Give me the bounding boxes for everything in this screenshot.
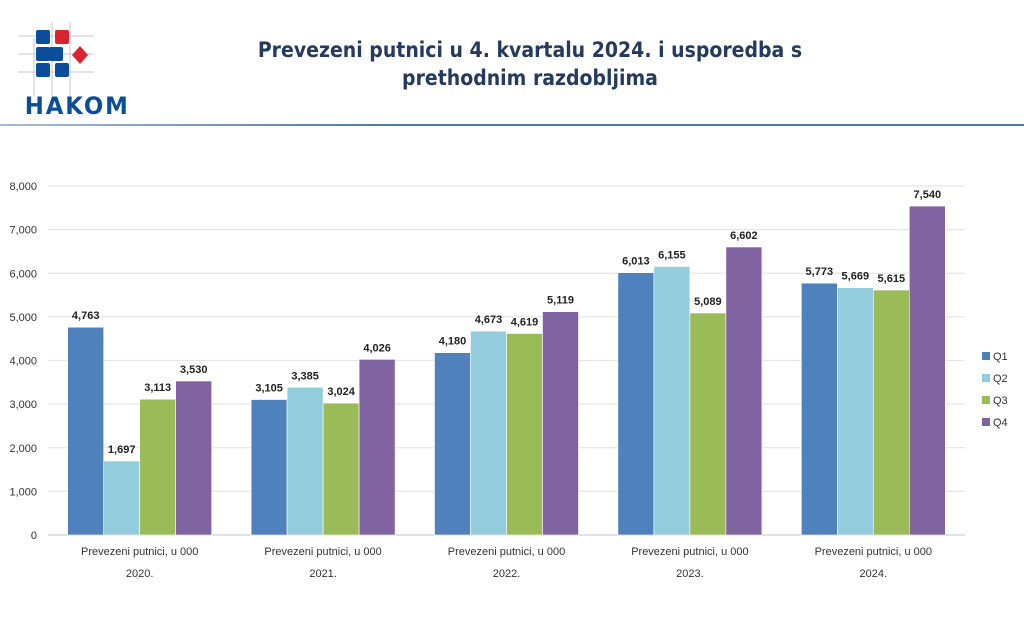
bar-q4	[542, 311, 579, 536]
x-tick-label: 2022.	[493, 568, 521, 580]
y-tick-label: 3,000	[9, 399, 37, 411]
header-divider	[0, 124, 1024, 126]
legend-swatch-q2	[982, 374, 990, 382]
data-label: 5,615	[878, 273, 906, 285]
data-label: 3,105	[255, 383, 283, 395]
bar-q4	[175, 380, 212, 536]
x-tick-label: 2024.	[860, 568, 888, 580]
legend-swatch-q4	[982, 418, 990, 426]
bar-q2	[653, 266, 691, 536]
legend-label: Q4	[993, 417, 1008, 429]
bar-q3	[139, 398, 176, 536]
bar-q4	[908, 205, 946, 536]
page-title: Prevezeni putnici u 4. kvartalu 2024. i …	[233, 36, 827, 92]
data-label: 5,669	[842, 271, 870, 283]
x-tick-label: 2020.	[126, 568, 154, 580]
data-label: 3,530	[180, 364, 208, 376]
bar-q2	[286, 387, 324, 536]
title-line-2: prethodnim razdobljima	[402, 66, 658, 90]
y-tick-label: 4,000	[9, 356, 37, 368]
bar-q3	[872, 289, 910, 536]
bar-q1	[250, 399, 288, 536]
category-sublabel: Prevezeni putnici, u 000	[81, 546, 198, 558]
data-label: 1,697	[108, 444, 136, 456]
y-tick-label: 7,000	[9, 225, 37, 237]
category-sublabel: Prevezeni putnici, u 000	[815, 546, 932, 558]
bar-q2	[836, 287, 874, 536]
bar-q1	[67, 326, 104, 536]
x-tick-label: 2023.	[676, 568, 704, 580]
data-label: 4,026	[363, 342, 391, 354]
bar-q3	[689, 312, 727, 536]
bar-q3	[322, 402, 360, 536]
title-line-1: Prevezeni putnici u 4. kvartalu 2024. i …	[257, 38, 803, 62]
data-label: 5,773	[806, 266, 834, 278]
data-label: 4,673	[475, 314, 503, 326]
data-label: 3,024	[327, 386, 355, 398]
y-tick-label: 8,000	[9, 181, 37, 193]
bar-q3	[506, 333, 543, 536]
hakom-logo	[18, 22, 94, 96]
legend-label: Q2	[993, 373, 1008, 385]
category-sublabel: Prevezeni putnici, u 000	[264, 546, 381, 558]
category-sublabel: Prevezeni putnici, u 000	[448, 546, 565, 558]
y-tick-label: 1,000	[9, 486, 37, 498]
bar-q2	[470, 330, 507, 536]
category-sublabel: Prevezeni putnici, u 000	[631, 546, 748, 558]
data-label: 6,602	[730, 230, 758, 242]
data-label: 4,763	[72, 310, 100, 322]
bar-q4	[358, 359, 396, 536]
data-label: 7,540	[914, 189, 942, 201]
legend-swatch-q1	[982, 352, 990, 360]
legend-label: Q3	[993, 395, 1008, 407]
y-tick-label: 5,000	[9, 312, 37, 324]
legend-label: Q1	[993, 351, 1008, 363]
legend-swatch-q3	[982, 396, 990, 404]
header: HAKOM Prevezeni putnici u 4. kvartalu 20…	[0, 0, 1024, 128]
data-label: 4,619	[511, 316, 539, 328]
data-label: 5,089	[694, 296, 722, 308]
y-tick-label: 6,000	[9, 268, 37, 280]
bar-q1	[617, 272, 655, 536]
data-label: 6,155	[658, 249, 686, 261]
data-label: 5,119	[547, 295, 574, 307]
y-tick-label: 2,000	[9, 443, 37, 455]
y-tick-label: 0	[31, 530, 37, 542]
data-label: 3,385	[291, 370, 319, 382]
bar-q4	[725, 246, 763, 536]
data-label: 6,013	[622, 256, 650, 268]
logo-text: HAKOM	[24, 92, 130, 120]
bar-q1	[800, 282, 838, 536]
bar-q2	[103, 460, 140, 536]
x-tick-label: 2021.	[309, 568, 337, 580]
data-label: 3,113	[144, 382, 171, 394]
data-label: 4,180	[439, 336, 467, 348]
bar-q1	[434, 352, 471, 536]
